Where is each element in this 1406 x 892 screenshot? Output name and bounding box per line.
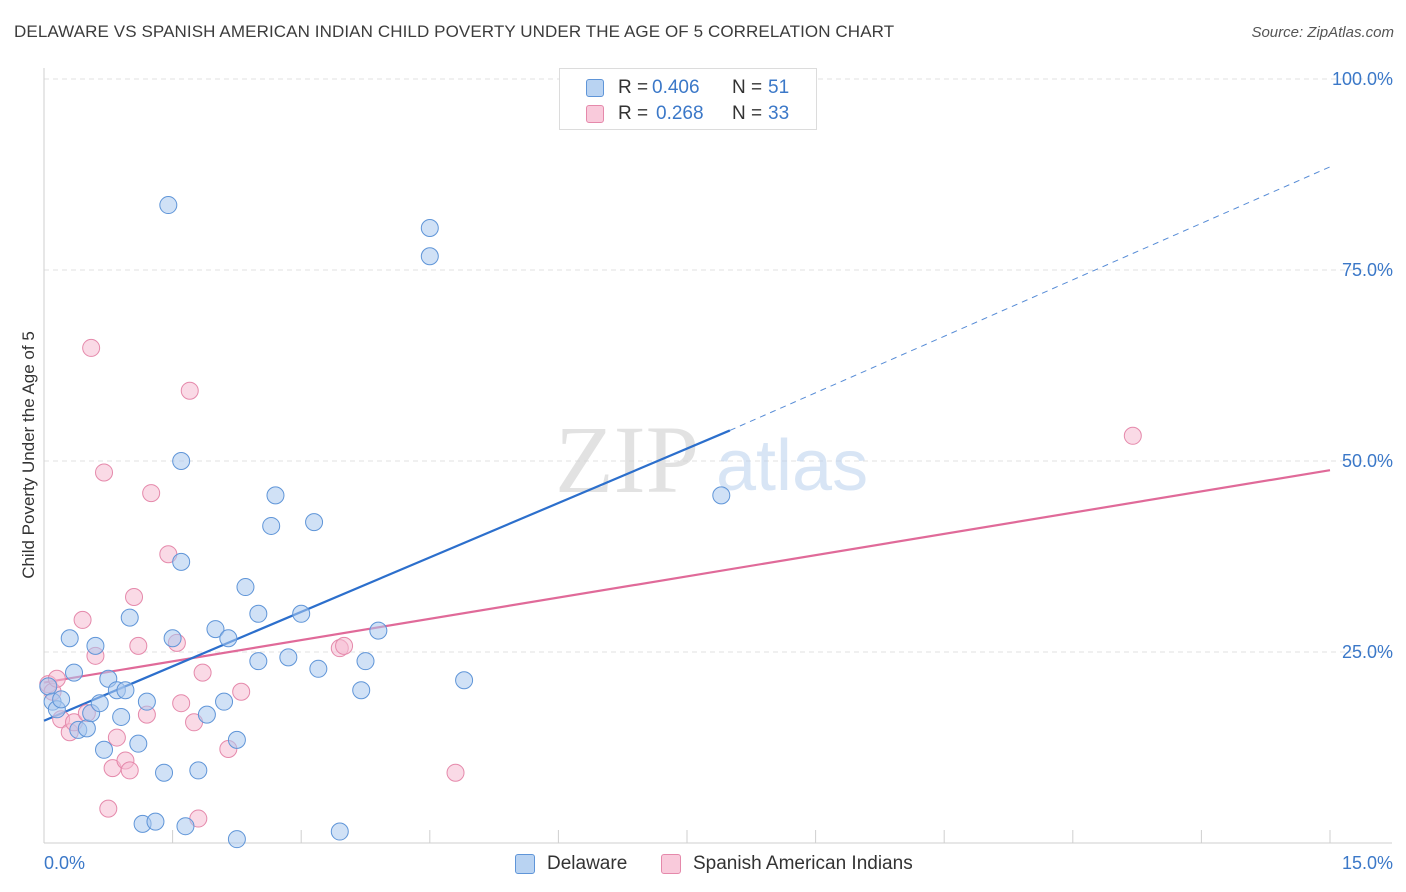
delaware-point bbox=[369, 621, 388, 640]
axes bbox=[43, 68, 1392, 844]
r-value: 0.268 bbox=[656, 103, 704, 124]
delaware-point bbox=[236, 578, 255, 597]
delaware-point bbox=[249, 652, 268, 671]
delaware-point bbox=[163, 629, 182, 648]
spanish-point bbox=[107, 728, 126, 747]
legend-label-delaware: Delaware bbox=[547, 853, 628, 874]
delaware-point bbox=[420, 247, 439, 266]
data-points bbox=[39, 196, 1142, 849]
delaware-point bbox=[305, 513, 324, 532]
delaware-point bbox=[60, 629, 79, 648]
delaware-point bbox=[356, 652, 375, 671]
delaware-point bbox=[712, 486, 731, 505]
spanish-point bbox=[335, 636, 354, 655]
delaware-point bbox=[146, 812, 165, 831]
delaware-point bbox=[65, 663, 84, 682]
delaware-point bbox=[155, 763, 174, 782]
n-label: N = bbox=[732, 77, 763, 98]
r-label: R = bbox=[618, 103, 649, 124]
spanish-point bbox=[95, 463, 114, 482]
spanish-point bbox=[172, 694, 191, 713]
delaware-point bbox=[116, 681, 135, 700]
x-tick-label: 0.0% bbox=[44, 853, 85, 873]
y-tick-label: 100.0% bbox=[1332, 69, 1393, 89]
delaware-point bbox=[86, 636, 105, 655]
delaware-point bbox=[172, 452, 191, 470]
spanish-point bbox=[120, 761, 139, 780]
r-label: R = bbox=[618, 77, 649, 98]
delaware-swatch bbox=[515, 854, 535, 874]
delaware-point bbox=[112, 707, 131, 726]
source-credit: Source: ZipAtlas.com bbox=[1251, 24, 1394, 41]
spanish-point bbox=[129, 636, 148, 655]
delaware-point bbox=[262, 516, 281, 535]
spanish-point bbox=[446, 763, 465, 782]
delaware-point bbox=[137, 692, 156, 711]
delaware-point bbox=[95, 740, 114, 759]
tick-labels: 25.0% 50.0% 75.0% 100.0% 0.0% 15.0% bbox=[44, 69, 1393, 873]
delaware-point bbox=[176, 817, 195, 836]
y-tick-label: 75.0% bbox=[1342, 260, 1393, 280]
trend-line-delaware bbox=[43, 429, 731, 722]
delaware-point bbox=[52, 690, 71, 709]
delaware-point bbox=[90, 694, 109, 713]
delaware-point bbox=[77, 719, 96, 738]
spanish-point bbox=[125, 587, 144, 606]
delaware-point bbox=[206, 620, 225, 639]
delaware-point bbox=[219, 629, 238, 648]
spanish-swatch bbox=[586, 105, 604, 123]
delaware-point bbox=[330, 822, 349, 841]
trend-line-delaware-extension bbox=[729, 166, 1331, 431]
delaware-swatch bbox=[586, 79, 604, 97]
delaware-point bbox=[352, 681, 371, 700]
n-value: 51 bbox=[768, 77, 790, 98]
x-tick-label: 15.0% bbox=[1342, 853, 1393, 873]
delaware-point bbox=[172, 552, 191, 571]
delaware-point bbox=[309, 659, 328, 678]
delaware-point bbox=[266, 486, 285, 505]
spanish-point bbox=[232, 682, 251, 701]
spanish-point bbox=[1123, 426, 1142, 445]
delaware-point bbox=[279, 648, 298, 667]
delaware-point bbox=[129, 734, 148, 753]
delaware-point bbox=[39, 677, 58, 696]
spanish-point bbox=[180, 381, 199, 400]
spanish-point bbox=[73, 610, 92, 629]
spanish-point bbox=[82, 338, 101, 357]
delaware-point bbox=[249, 604, 268, 623]
delaware-point bbox=[455, 671, 474, 690]
trend-lines bbox=[43, 166, 1331, 722]
spanish-point bbox=[99, 799, 118, 818]
watermark-atlas: atlas bbox=[716, 426, 868, 506]
gridlines bbox=[44, 78, 1392, 653]
n-label: N = bbox=[732, 103, 763, 124]
delaware-point bbox=[197, 705, 216, 724]
trend-line-spanish bbox=[43, 469, 1331, 684]
y-tick-label: 25.0% bbox=[1342, 642, 1393, 662]
delaware-point bbox=[227, 730, 246, 749]
delaware-point bbox=[227, 830, 246, 849]
n-value: 33 bbox=[768, 103, 790, 124]
y-tick-label: 50.0% bbox=[1342, 451, 1393, 471]
delaware-point bbox=[159, 196, 178, 215]
delaware-point bbox=[120, 608, 139, 627]
delaware-point bbox=[292, 604, 311, 623]
y-axis-label: Child Poverty Under the Age of 5 bbox=[19, 331, 38, 579]
correlation-legend: R = 0.406 N = 51 R = 0.268 N = 33 bbox=[559, 68, 817, 130]
spanish-swatch bbox=[661, 854, 681, 874]
chart-title: DELAWARE VS SPANISH AMERICAN INDIAN CHIL… bbox=[14, 22, 895, 41]
spanish-point bbox=[142, 484, 161, 503]
spanish-point bbox=[193, 663, 212, 682]
watermark: ZIP atlas bbox=[555, 406, 868, 513]
delaware-point bbox=[420, 218, 439, 237]
legend-label-spanish: Spanish American Indians bbox=[693, 853, 913, 874]
series-legend: Delaware Spanish American Indians bbox=[0, 852, 1406, 878]
watermark-zip: ZIP bbox=[555, 406, 699, 513]
delaware-point bbox=[189, 761, 208, 780]
delaware-point bbox=[215, 692, 234, 711]
r-value: 0.406 bbox=[652, 77, 700, 98]
